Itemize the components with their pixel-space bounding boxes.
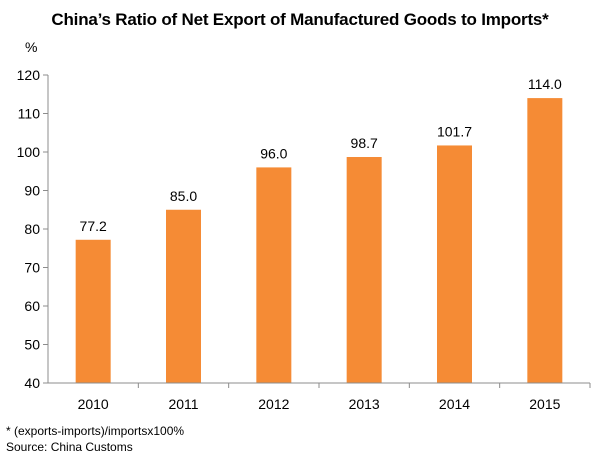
value-label-2013: 98.7: [351, 135, 378, 151]
footnote: * (exports-imports)/importsx100% Source:…: [6, 423, 184, 455]
y-tick-label: 80: [24, 221, 40, 237]
y-axis-ticks: 40 50 60 70 80 90 100 110 120: [17, 67, 48, 391]
bar-2014: [437, 145, 472, 383]
x-axis-ticks: 2010 2011 2012 2013 2014 2015: [78, 383, 591, 412]
bar-value-labels: 77.2 85.0 96.0 98.7 101.7 114.0: [80, 76, 563, 234]
footnote-note: * (exports-imports)/importsx100%: [6, 424, 185, 438]
x-tick-label: 2013: [349, 396, 380, 412]
bar-2011: [166, 209, 201, 383]
y-tick-label: 50: [24, 337, 40, 353]
value-label-2010: 77.2: [80, 218, 107, 234]
x-tick-label: 2014: [439, 396, 470, 412]
y-axis-unit-label: %: [25, 39, 38, 55]
y-tick-label: 100: [17, 144, 41, 160]
value-label-2014: 101.7: [437, 123, 472, 139]
bars: [75, 98, 563, 383]
footnote-source: Source: China Customs: [6, 440, 133, 454]
x-tick-label: 2012: [258, 396, 289, 412]
y-tick-label: 120: [17, 67, 41, 83]
chart-title: China’s Ratio of Net Export of Manufactu…: [51, 10, 549, 29]
x-tick-label: 2015: [529, 396, 560, 412]
value-label-2012: 96.0: [260, 145, 287, 161]
bar-2015: [527, 98, 563, 383]
bar-2013: [346, 157, 382, 383]
bar-2012: [256, 167, 292, 383]
y-tick-label: 60: [24, 298, 40, 314]
y-tick-label: 40: [24, 375, 40, 391]
value-label-2011: 85.0: [170, 188, 197, 204]
y-tick-label: 110: [18, 106, 41, 122]
value-label-2015: 114.0: [528, 76, 562, 92]
x-tick-label: 2011: [168, 396, 198, 412]
x-tick-label: 2010: [78, 396, 109, 412]
y-tick-label: 70: [24, 260, 40, 276]
bar-2010: [75, 239, 111, 383]
y-tick-label: 90: [24, 183, 40, 199]
